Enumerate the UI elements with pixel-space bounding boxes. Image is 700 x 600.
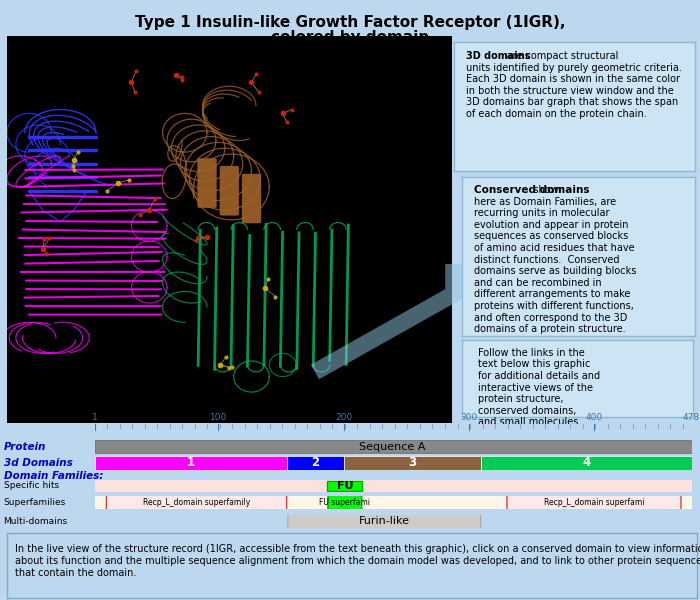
- Text: shown
here as Domain Families, are
recurring units in molecular
evolution and ap: shown here as Domain Families, are recur…: [474, 185, 636, 334]
- FancyBboxPatch shape: [328, 481, 363, 491]
- Text: 1: 1: [92, 413, 97, 422]
- Text: 100: 100: [210, 413, 227, 422]
- Text: Multi-domains: Multi-domains: [4, 517, 68, 526]
- Text: Recp_L_domain superfami: Recp_L_domain superfami: [544, 498, 644, 506]
- Text: Superfamilies: Superfamilies: [4, 498, 66, 506]
- Text: Domain Families:: Domain Families:: [4, 472, 103, 481]
- FancyBboxPatch shape: [507, 490, 681, 514]
- Text: Recp_L_domain superfamily: Recp_L_domain superfamily: [143, 498, 250, 506]
- Text: FU superfami: FU superfami: [319, 498, 370, 506]
- FancyBboxPatch shape: [328, 490, 362, 514]
- Text: FU: FU: [337, 481, 353, 491]
- Text: Specific hits: Specific hits: [4, 481, 59, 491]
- Text: 400: 400: [585, 413, 603, 422]
- Text: Conserved domains: Conserved domains: [474, 185, 589, 195]
- Text: are compact structural
units identified by purely geometric criteria.
Each 3D do: are compact structural units identified …: [466, 51, 682, 119]
- Bar: [287, 456, 344, 470]
- Text: Sequence A: Sequence A: [359, 442, 426, 452]
- Text: 3d Domains: 3d Domains: [4, 458, 72, 468]
- FancyBboxPatch shape: [106, 490, 286, 514]
- Text: 1: 1: [187, 457, 195, 469]
- FancyBboxPatch shape: [219, 166, 239, 216]
- Bar: [94, 456, 287, 470]
- Text: 200: 200: [335, 413, 352, 422]
- FancyBboxPatch shape: [288, 509, 481, 533]
- Bar: [344, 456, 482, 470]
- Bar: [482, 456, 692, 470]
- Text: 4: 4: [582, 457, 591, 469]
- Text: Type 1 Insulin-like Growth Factor Receptor (1IGR),: Type 1 Insulin-like Growth Factor Recept…: [134, 15, 566, 30]
- Text: 2: 2: [312, 457, 319, 469]
- Text: 3D domains: 3D domains: [466, 51, 530, 61]
- FancyBboxPatch shape: [197, 158, 217, 208]
- FancyBboxPatch shape: [241, 173, 262, 224]
- Text: Protein: Protein: [4, 442, 46, 452]
- Text: Furin-like: Furin-like: [359, 517, 410, 526]
- Text: colored by domain: colored by domain: [271, 30, 429, 45]
- Text: 3: 3: [408, 457, 416, 469]
- Text: In the live view of the structure record (1IGR, accessible from the text beneath: In the live view of the structure record…: [15, 544, 700, 578]
- Text: 478: 478: [683, 413, 700, 422]
- Text: 300: 300: [460, 413, 477, 422]
- Text: Follow the links in the
text below this graphic
for additional details and
inter: Follow the links in the text below this …: [478, 348, 601, 427]
